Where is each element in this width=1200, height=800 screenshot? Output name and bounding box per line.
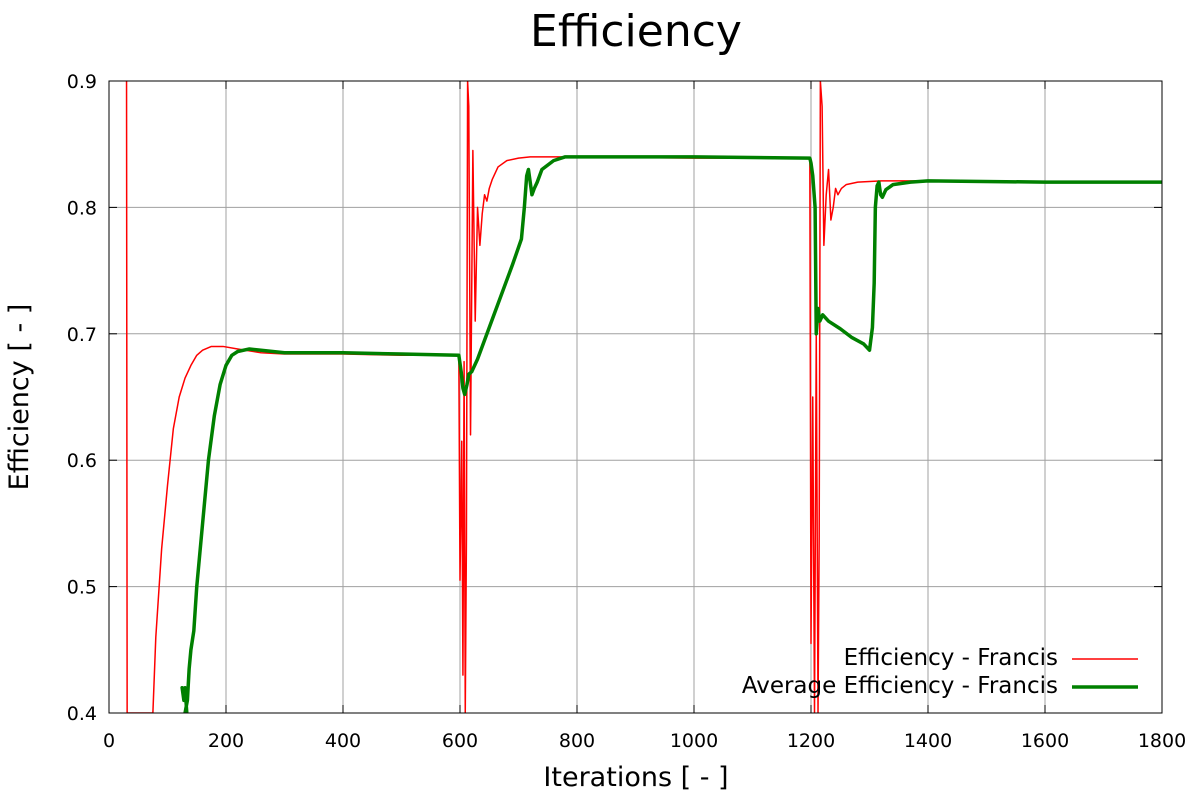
x-axis-label: Iterations [ - ]	[543, 762, 728, 793]
axis-ticks	[108, 80, 1163, 714]
legend: Efficiency - Francis Average Efficiency …	[742, 645, 1138, 699]
y-tick-labels: 0.4 0.5 0.6 0.7 0.8 0.9	[67, 71, 97, 725]
x-tick-label: 800	[559, 730, 595, 752]
x-tick-label: 1800	[1138, 730, 1186, 752]
x-tick-label: 1000	[670, 730, 718, 752]
plot-frame	[108, 80, 1163, 714]
y-tick-label: 0.6	[67, 450, 97, 472]
x-tick-label: 1200	[787, 730, 835, 752]
legend-label-average-efficiency: Average Efficiency - Francis	[742, 673, 1058, 699]
x-tick-label: 600	[442, 730, 478, 752]
y-tick-label: 0.4	[67, 703, 97, 725]
series-line-efficiency	[125, 81, 1162, 713]
chart-title: Efficiency	[530, 6, 742, 57]
series-line-average-efficiency	[180, 155, 1162, 713]
x-tick-labels: 0 200 400 600 800 1000 1200 1400 1600 1800	[103, 730, 1186, 752]
x-tick-label: 0	[103, 730, 115, 752]
y-axis-label: Efficiency [ - ]	[4, 304, 35, 491]
grid-lines	[109, 81, 1162, 713]
x-tick-label: 400	[325, 730, 361, 752]
series-layer	[125, 81, 1162, 713]
x-tick-label: 1400	[904, 730, 952, 752]
y-tick-label: 0.8	[67, 197, 97, 219]
x-tick-label: 200	[208, 730, 244, 752]
legend-label-efficiency: Efficiency - Francis	[844, 645, 1058, 671]
y-tick-label: 0.5	[67, 577, 97, 599]
y-tick-label: 0.9	[67, 71, 97, 93]
x-tick-label: 1600	[1021, 730, 1069, 752]
y-tick-label: 0.7	[67, 324, 97, 346]
